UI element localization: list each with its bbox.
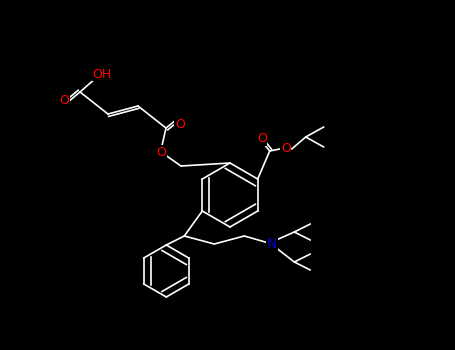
- Text: O: O: [257, 133, 267, 146]
- Text: O: O: [281, 142, 291, 155]
- Text: OH: OH: [92, 68, 111, 80]
- Text: O: O: [59, 93, 69, 106]
- Text: O: O: [156, 146, 166, 159]
- Text: O: O: [175, 118, 185, 131]
- Text: N: N: [267, 237, 278, 251]
